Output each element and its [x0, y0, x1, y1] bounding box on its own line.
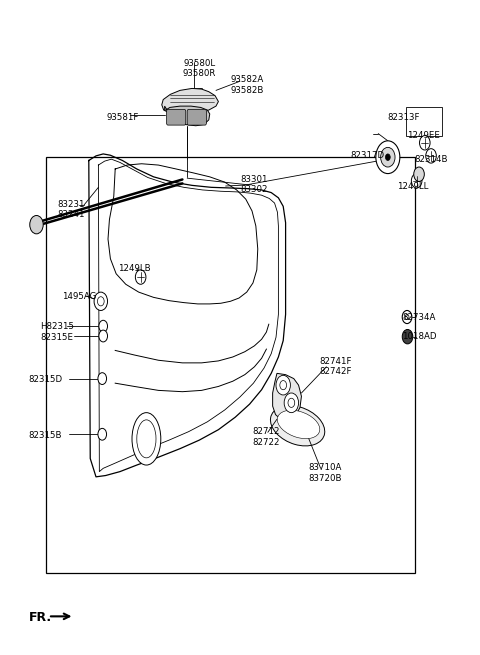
Circle shape [30, 215, 43, 234]
Ellipse shape [277, 410, 320, 439]
Circle shape [135, 270, 146, 284]
Text: 83231
83241: 83231 83241 [57, 200, 85, 219]
Text: 93581F: 93581F [106, 113, 139, 122]
Text: 83301
83302: 83301 83302 [240, 175, 268, 195]
Circle shape [402, 329, 413, 344]
Polygon shape [162, 88, 218, 114]
Text: H82315
82315E: H82315 82315E [40, 322, 73, 342]
FancyBboxPatch shape [167, 109, 186, 125]
FancyBboxPatch shape [187, 109, 206, 125]
Text: 82315B: 82315B [29, 431, 62, 440]
Circle shape [276, 375, 290, 395]
Circle shape [284, 393, 299, 413]
Circle shape [411, 174, 422, 188]
Ellipse shape [137, 420, 156, 458]
Ellipse shape [132, 413, 161, 465]
Circle shape [98, 428, 107, 440]
Text: 93582A
93582B: 93582A 93582B [230, 75, 264, 95]
Circle shape [288, 398, 295, 407]
Text: 93580L
93580R: 93580L 93580R [182, 59, 216, 79]
Text: 82317D: 82317D [350, 151, 384, 160]
Circle shape [426, 149, 436, 163]
Circle shape [94, 292, 108, 310]
Circle shape [405, 314, 409, 320]
Text: 82712
82722: 82712 82722 [252, 427, 280, 447]
Circle shape [381, 147, 395, 167]
Text: 82734A: 82734A [402, 312, 436, 322]
Circle shape [402, 310, 412, 324]
Circle shape [420, 136, 430, 150]
Text: 1249LB: 1249LB [118, 264, 151, 273]
Bar [406, 107, 442, 136]
Ellipse shape [270, 405, 325, 446]
Circle shape [280, 381, 287, 390]
Circle shape [99, 330, 108, 342]
Text: FR.: FR. [29, 610, 52, 624]
Polygon shape [273, 373, 301, 421]
Text: 82313F: 82313F [387, 113, 420, 122]
Text: 1495AG: 1495AG [62, 291, 96, 301]
Circle shape [385, 154, 390, 160]
Text: 82314B: 82314B [414, 155, 448, 164]
Circle shape [98, 373, 107, 384]
Circle shape [99, 320, 108, 332]
Text: 83710A
83720B: 83710A 83720B [309, 463, 342, 483]
Text: 1249LL: 1249LL [397, 182, 429, 191]
Text: 82315D: 82315D [28, 375, 63, 384]
Bar [46, 157, 415, 573]
Polygon shape [165, 106, 210, 126]
Text: 1018AD: 1018AD [402, 332, 436, 341]
Circle shape [97, 297, 104, 306]
Circle shape [414, 167, 424, 181]
Circle shape [376, 141, 400, 174]
Text: 82741F
82742F: 82741F 82742F [320, 357, 352, 377]
Text: 1249EE: 1249EE [407, 131, 440, 140]
